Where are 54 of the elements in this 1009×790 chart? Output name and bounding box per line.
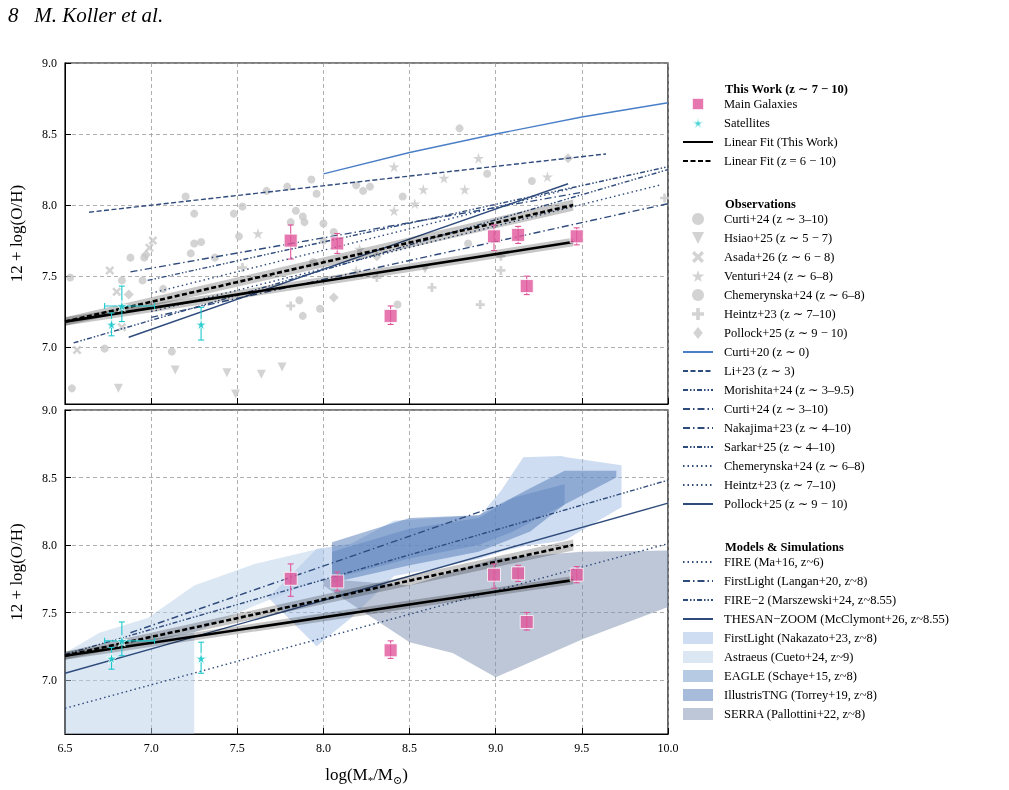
x-tick-label: 10.0 bbox=[657, 741, 679, 755]
legend-label: Satellites bbox=[724, 116, 770, 130]
y-tick-label: 7.5 bbox=[42, 269, 57, 284]
y-axis-title: 12 + log(O/H) bbox=[7, 523, 26, 621]
legend-label: Astraeus (Cueto+24, z~9) bbox=[724, 650, 854, 664]
legend-label: IllustrisTNG (Torrey+19, z~8) bbox=[724, 688, 877, 702]
legend-label: Sarkar+25 (z ∼ 4–10) bbox=[724, 440, 835, 454]
legend-label: Pollock+25 (z ∼ 9 − 10) bbox=[724, 326, 848, 340]
x-tick-label: 6.5 bbox=[57, 741, 73, 755]
text: 8 M. Koller et al. bbox=[8, 2, 164, 27]
legend-label: Morishita+24 (z ∼ 3–9.5) bbox=[724, 383, 855, 397]
legend-label: Heintz+23 (z ∼ 7–10) bbox=[724, 307, 836, 321]
legend-label: FirstLight (Nakazato+23, z~8) bbox=[724, 631, 878, 645]
legend-label: FirstLight (Langan+20, z~8) bbox=[724, 574, 868, 588]
legend-label: FIRE (Ma+16, z~6) bbox=[724, 555, 824, 569]
legend-title: Models & Simulations bbox=[725, 539, 844, 554]
legend-label: Linear Fit (z = 6 − 10) bbox=[724, 154, 836, 168]
legend-label: Curti+24 (z ∼ 3–10) bbox=[724, 402, 828, 416]
legend-label: Li+23 (z ∼ 3) bbox=[724, 364, 795, 378]
y-tick-label: 8.5 bbox=[42, 127, 57, 142]
legend-label: Main Galaxies bbox=[724, 97, 798, 111]
x-tick-label: 7.0 bbox=[143, 741, 159, 755]
x-tick-label: 7.5 bbox=[229, 741, 245, 755]
x-tick-label: 9.0 bbox=[488, 741, 504, 755]
legend-label: THESAN−ZOOM (McClymont+26, z~8.55) bbox=[724, 612, 950, 626]
y-tick-label: 7.5 bbox=[42, 605, 57, 620]
legend-label: Pollock+25 (z ∼ 9 − 10) bbox=[724, 497, 848, 511]
legend-label: Curti+20 (z ∼ 0) bbox=[724, 345, 810, 359]
legend-label: FIRE−2 (Marszewski+24, z~8.55) bbox=[724, 593, 897, 607]
legend-label: Asada+26 (z ∼ 6 − 8) bbox=[724, 250, 835, 264]
y-tick-label: 9.0 bbox=[42, 403, 57, 417]
legend-label: Linear Fit (This Work) bbox=[724, 135, 838, 149]
y-tick-label: 8.0 bbox=[42, 538, 57, 552]
legend-title: This Work (z ∼ 7 − 10) bbox=[725, 81, 848, 96]
legend-label: EAGLE (Schaye+15, z~8) bbox=[724, 669, 857, 683]
legend-label: Curti+24 (z ∼ 3–10) bbox=[724, 212, 828, 226]
y-tick-label: 7.0 bbox=[42, 340, 57, 355]
y-axis-title: 12 + log(O/H) bbox=[7, 184, 26, 283]
x-tick-label: 9.5 bbox=[574, 741, 590, 755]
legend-label: Chemerynska+24 (z ∼ 6–8) bbox=[724, 288, 865, 302]
x-tick-label: 8.0 bbox=[315, 741, 331, 755]
y-tick-label: 7.0 bbox=[42, 673, 57, 687]
y-tick-label: 8.5 bbox=[42, 470, 57, 485]
y-tick-label: 9.0 bbox=[42, 56, 57, 70]
legend-label: Chemerynska+24 (z ∼ 6–8) bbox=[724, 459, 865, 473]
x-tick-label: 8.5 bbox=[402, 741, 418, 755]
legend-label: Heintz+23 (z ∼ 7–10) bbox=[724, 478, 836, 492]
x-axis-title: log(M*/M⊙) bbox=[325, 765, 408, 786]
legend-label: Hsiao+25 (z ∼ 5 − 7) bbox=[724, 231, 833, 245]
y-tick-label: 8.0 bbox=[42, 198, 57, 213]
legend-label: SERRA (Pallottini+22, z~8) bbox=[724, 707, 866, 721]
legend-label: Nakajima+23 (z ∼ 4–10) bbox=[724, 421, 851, 435]
text: Observations bbox=[725, 196, 796, 211]
legend-label: Venturi+24 (z ∼ 6–8) bbox=[724, 269, 833, 283]
